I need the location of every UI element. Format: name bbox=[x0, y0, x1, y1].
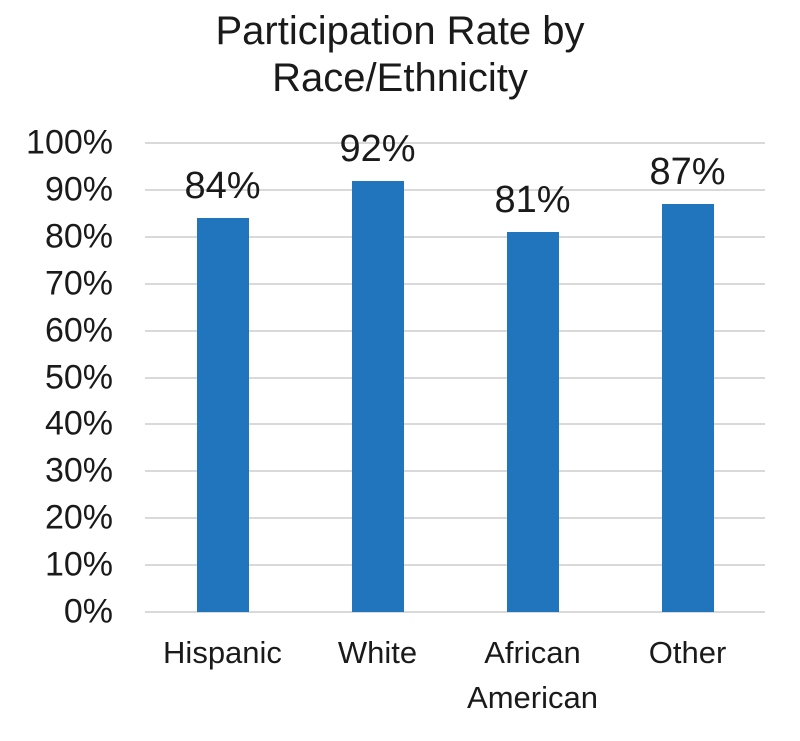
x-axis: Hispanic White African American Other bbox=[145, 630, 765, 720]
gridline bbox=[145, 517, 765, 520]
x-tick-label-african-american: African American bbox=[467, 635, 598, 715]
gridline bbox=[145, 329, 765, 332]
x-tick-label-other: Other bbox=[648, 635, 727, 670]
bar-column-other: 87% bbox=[610, 143, 765, 612]
chart-title-line-2: Race/Ethnicity bbox=[272, 56, 528, 100]
y-axis: 0% 10% 20% 30% 40% 50% 60% 70% 80% 90% 100% bbox=[0, 124, 113, 631]
bar-column-african-american: 81% bbox=[455, 143, 610, 612]
y-tick-label: 60% bbox=[44, 311, 113, 350]
bar-other bbox=[661, 203, 714, 612]
bar-african-american bbox=[506, 232, 559, 612]
bar-value-label-white: 92% bbox=[339, 127, 416, 170]
y-tick-label: 40% bbox=[44, 404, 113, 443]
gridline bbox=[145, 564, 765, 567]
y-tick-label: 90% bbox=[44, 170, 113, 209]
bars: 84% 92% 81% 87% bbox=[145, 128, 765, 612]
gridline bbox=[145, 376, 765, 379]
y-tick-label: 100% bbox=[26, 123, 113, 162]
bar-column-hispanic: 84% bbox=[145, 143, 300, 612]
gridline bbox=[145, 470, 765, 473]
y-tick-label: 80% bbox=[44, 217, 113, 256]
y-tick-label: 50% bbox=[44, 358, 113, 396]
y-tick-label: 20% bbox=[44, 498, 113, 537]
plot-area: 84% 92% 81% 87% bbox=[145, 128, 765, 613]
gridline bbox=[145, 188, 765, 191]
bar-white bbox=[351, 180, 404, 612]
chart-title-line-1: Participation Rate by bbox=[215, 9, 585, 53]
bar-hispanic bbox=[196, 218, 249, 612]
gridline bbox=[145, 611, 765, 613]
gridline bbox=[145, 235, 765, 238]
gridline bbox=[145, 282, 765, 285]
x-tick-label-white: White bbox=[337, 635, 418, 670]
x-tick-label-hispanic: Hispanic bbox=[163, 635, 282, 670]
gridline bbox=[145, 142, 765, 144]
chart-title: Participation Rate by Race/Ethnicity bbox=[0, 8, 800, 102]
y-tick-label: 30% bbox=[44, 451, 113, 490]
y-tick-label: 70% bbox=[44, 264, 113, 303]
bar-value-label-hispanic: 84% bbox=[184, 165, 261, 208]
bar-column-white: 92% bbox=[300, 128, 455, 612]
bar-value-label-african-american: 81% bbox=[494, 179, 571, 222]
gridline bbox=[145, 423, 765, 426]
bar-value-label-other: 87% bbox=[649, 150, 726, 193]
y-tick-label: 0% bbox=[63, 592, 113, 631]
y-tick-label: 10% bbox=[44, 545, 113, 584]
